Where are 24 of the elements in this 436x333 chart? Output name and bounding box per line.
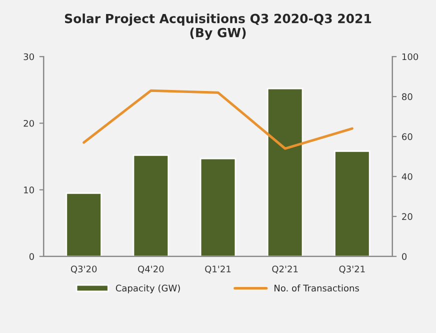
bar xyxy=(66,192,102,256)
x-tick-label: Q3'21 xyxy=(339,266,365,274)
x-tick-label: Q4'20 xyxy=(138,266,164,274)
y2-tick-label: 80 xyxy=(402,93,412,100)
y-tick-label: 30 xyxy=(24,53,34,60)
y2-tick-label: 60 xyxy=(402,133,412,140)
legend-label: Capacity (GW) xyxy=(116,284,180,294)
line-series xyxy=(82,89,354,150)
y2-tick-label: 100 xyxy=(402,53,418,60)
x-tick-label: Q1'21 xyxy=(205,266,231,274)
legend-label: No. of Transactions xyxy=(274,284,359,292)
y-tick-label: 20 xyxy=(24,120,34,127)
chart-title: Solar Project Acquisitions Q3 2020-Q3 2021 (By GW) xyxy=(64,14,372,40)
y-tick-label: 0 xyxy=(29,253,34,260)
y2-tick-label: 0 xyxy=(402,253,407,260)
x-tick-label: Q2'21 xyxy=(272,266,298,274)
y2-tick-label: 20 xyxy=(402,213,412,220)
x-tick-label: Q3'20 xyxy=(70,266,97,274)
bar xyxy=(334,150,370,256)
bar xyxy=(132,154,170,256)
bar xyxy=(200,158,236,256)
bar xyxy=(266,88,304,256)
y2-tick-label: 40 xyxy=(402,173,412,180)
y-tick-label: 10 xyxy=(24,186,34,194)
